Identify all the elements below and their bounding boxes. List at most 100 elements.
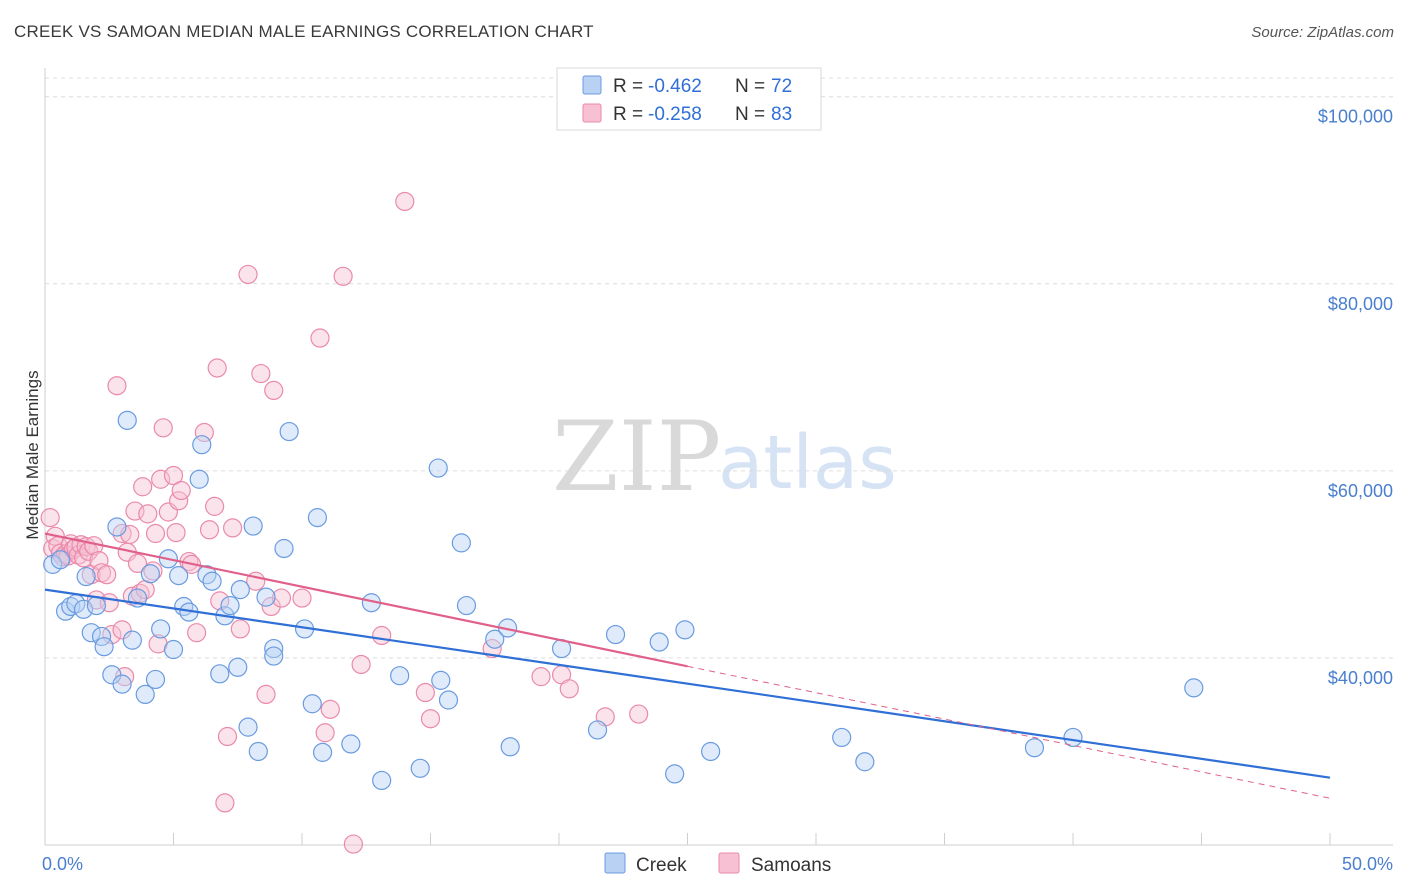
bottom-legend-swatch-samoans xyxy=(718,852,740,874)
creek-point xyxy=(202,571,222,591)
samoans-point xyxy=(145,523,166,544)
creek-point xyxy=(312,742,333,762)
samoans-point xyxy=(531,667,551,687)
samoans-point xyxy=(343,834,363,854)
creek-point xyxy=(302,694,322,714)
creek-point xyxy=(248,741,268,762)
legend-n-label-creek: N = xyxy=(735,76,765,97)
x-tick-label-min: 0.0% xyxy=(42,854,83,874)
creek-point xyxy=(431,670,451,690)
creek-points xyxy=(43,410,1204,791)
creek-point xyxy=(86,595,107,616)
samoans-point xyxy=(207,358,227,378)
samoans-point xyxy=(194,422,214,443)
creek-point xyxy=(107,517,127,537)
legend-swatch-samoans xyxy=(582,103,602,123)
creek-point xyxy=(390,666,410,686)
creek-point xyxy=(73,599,94,619)
y-axis-label: Median Male Earnings xyxy=(23,370,42,539)
creek-trend-line xyxy=(44,588,1331,779)
source-label: Source: xyxy=(1251,24,1308,41)
creek-point xyxy=(438,690,459,710)
y-tick-label: $100,000 xyxy=(1318,107,1393,127)
samoans-point xyxy=(251,363,271,384)
creek-point xyxy=(238,717,258,737)
samoans-point xyxy=(238,264,258,285)
bottom-legend-label-samoans: Samoans xyxy=(751,855,831,876)
creek-point xyxy=(243,516,263,536)
creek-point xyxy=(264,638,284,659)
gridlines xyxy=(45,77,1393,659)
samoans-point xyxy=(138,504,158,524)
samoans-trend-line xyxy=(44,532,688,668)
creek-point xyxy=(587,720,608,740)
samoans-point xyxy=(320,699,340,719)
samoans-point xyxy=(395,191,415,212)
creek-point xyxy=(1184,678,1204,698)
samoans-point xyxy=(292,588,312,608)
samoans-point xyxy=(310,328,330,348)
creek-point xyxy=(122,630,142,650)
samoans-points xyxy=(40,191,649,854)
samoans-point xyxy=(112,620,132,640)
samoans-point xyxy=(351,654,371,675)
creek-point xyxy=(256,587,276,607)
creek-point xyxy=(228,657,248,677)
samoans-point xyxy=(271,588,292,608)
samoans-point xyxy=(315,723,335,743)
samoans-point xyxy=(112,523,132,544)
samoans-point xyxy=(223,518,243,538)
creek-point xyxy=(665,764,685,784)
legend-r-value-samoans: -0.258 xyxy=(648,104,702,125)
legend-n-label-samoans: N = xyxy=(735,104,765,125)
creek-point xyxy=(117,410,137,430)
samoans-point xyxy=(210,591,230,611)
samoans-point xyxy=(264,380,284,401)
creek-point xyxy=(372,770,392,791)
creek-point xyxy=(1063,727,1083,748)
creek-point xyxy=(701,741,721,762)
samoans-point xyxy=(151,469,171,489)
samoans-point xyxy=(187,623,207,643)
creek-point xyxy=(140,564,160,584)
creek-point xyxy=(50,550,71,570)
samoans-point xyxy=(143,561,163,581)
creek-point xyxy=(197,565,217,585)
creek-point xyxy=(274,538,294,559)
source-attribution: Source: ZipAtlas.com xyxy=(1251,24,1394,41)
samoans-point xyxy=(127,553,148,574)
creek-point xyxy=(279,421,299,442)
legend-r-label-creek: R = xyxy=(613,76,643,97)
creek-point xyxy=(169,566,189,586)
samoans-point xyxy=(230,619,250,639)
y-tick-label: $40,000 xyxy=(1328,668,1393,688)
creek-point xyxy=(500,737,520,757)
samoans-point xyxy=(420,709,441,729)
creek-point xyxy=(135,684,155,705)
creek-point xyxy=(456,595,477,616)
samoans-point xyxy=(199,520,220,540)
creek-point xyxy=(451,533,471,553)
creek-point xyxy=(230,580,250,600)
creek-point xyxy=(605,624,626,645)
creek-point xyxy=(855,752,875,772)
y-tick-label: $80,000 xyxy=(1328,294,1393,314)
watermark-atlas: atlas xyxy=(718,420,897,506)
creek-point xyxy=(410,758,430,778)
source-link[interactable]: ZipAtlas.com xyxy=(1307,24,1394,41)
y-tick-labels: $40,000 $60,000 $80,000 $100,000 xyxy=(1318,107,1393,688)
creek-point xyxy=(649,632,669,652)
creek-point xyxy=(81,623,101,643)
creek-point xyxy=(832,727,852,748)
creek-point xyxy=(341,734,361,754)
x-tick-label-max: 50.0% xyxy=(1342,854,1393,874)
samoans-point xyxy=(171,480,191,501)
samoans-point xyxy=(107,376,127,396)
creek-point xyxy=(163,639,184,660)
creek-point xyxy=(428,458,448,478)
creek-point xyxy=(210,664,230,684)
correlation-legend: R = -0.462 N = 72 R = -0.258 N = 83 xyxy=(556,67,822,131)
creek-point xyxy=(76,566,96,587)
legend-n-value-samoans: 83 xyxy=(771,104,792,125)
samoans-point xyxy=(217,726,238,747)
